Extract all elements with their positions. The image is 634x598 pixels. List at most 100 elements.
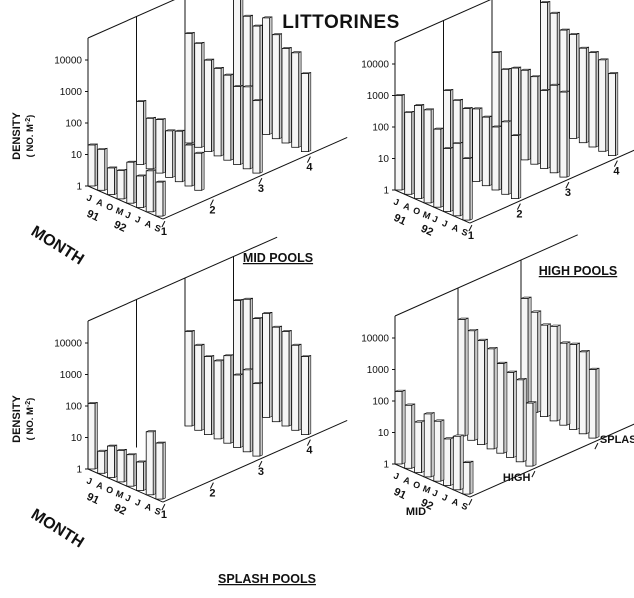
month-tick-label: A (144, 218, 154, 230)
year-label-91: 91 (85, 208, 101, 224)
bar (145, 170, 154, 213)
bar (242, 369, 251, 453)
bar (107, 167, 115, 196)
top-frame-line (87, 236, 278, 322)
bar (598, 59, 607, 152)
bar (433, 420, 442, 482)
bar (126, 161, 135, 204)
bar (496, 363, 505, 454)
month-tick-label: J (441, 492, 449, 503)
bar-side (450, 437, 454, 486)
bar (476, 340, 485, 445)
series-tick-label: SPLASH (600, 434, 634, 446)
series-axis-line (469, 423, 634, 498)
month-tick-label: O (412, 205, 422, 217)
month-tick-label: A (402, 201, 412, 213)
series-tick-label: HIGH (503, 472, 531, 484)
y-tick-label: 100 (65, 119, 82, 130)
bar (462, 462, 471, 495)
bar-side (532, 401, 537, 467)
month-tick-label: A (402, 475, 412, 487)
bar (291, 52, 300, 148)
month-axis-line (394, 463, 471, 498)
y-tick-label: 1000 (367, 365, 390, 376)
series-axis-line (162, 136, 348, 220)
bar (588, 369, 597, 439)
y-tick-label: 100 (372, 397, 389, 408)
year-label-92: 92 (112, 502, 128, 518)
bar (271, 34, 280, 140)
bar-side (547, 323, 551, 418)
bar (155, 119, 164, 174)
series-tick-label: 1 (161, 226, 167, 238)
bar (559, 91, 568, 178)
bar (530, 311, 539, 413)
bar (223, 74, 232, 161)
month-tick-label: J (392, 470, 400, 481)
y-tick-label: 1 (383, 186, 389, 197)
bar-side (566, 341, 571, 426)
bar (404, 404, 413, 469)
y-tick-label: 100 (372, 123, 389, 134)
y-tick-label: 1 (76, 182, 82, 193)
bar-side (411, 403, 416, 469)
unit-sup: -2 (25, 401, 32, 407)
bar (520, 69, 529, 161)
bar (145, 117, 154, 170)
series-tick-label: 4 (613, 166, 620, 178)
month-axis-label: MONTH (28, 506, 87, 551)
bar-side (421, 420, 425, 474)
y-tick-label: 10 (71, 433, 83, 444)
series-tick (258, 460, 263, 468)
bar (184, 331, 193, 427)
bar (452, 435, 461, 491)
bar (404, 111, 413, 195)
bar-side (484, 338, 488, 446)
bar (443, 148, 451, 212)
month-tick-label: A (95, 480, 105, 492)
bar (300, 356, 309, 435)
bar (443, 438, 451, 486)
month-tick-label: J (441, 218, 449, 229)
bar (481, 116, 490, 187)
y-tick-label: 1000 (60, 370, 83, 381)
bar-side (401, 389, 406, 465)
unit-close: ) (25, 115, 36, 118)
bar (569, 344, 577, 430)
series-tick (531, 470, 536, 478)
bar (467, 330, 476, 441)
series-tick-label: 1 (468, 230, 474, 242)
bar (97, 450, 106, 474)
year-label-92: 92 (112, 219, 128, 235)
series-tick-label: 3 (258, 466, 264, 478)
bar (457, 319, 466, 437)
month-tick-label: J (431, 214, 439, 225)
month-tick-label: M (114, 488, 124, 500)
y-axis-label: DENSITY (11, 395, 23, 443)
bar (233, 86, 241, 165)
month-tick-label: J (124, 210, 132, 221)
bar (252, 100, 261, 174)
bar (515, 379, 524, 463)
month-tick-label: J (431, 488, 439, 499)
bar (184, 144, 193, 187)
bar (578, 351, 587, 435)
bar (174, 130, 183, 183)
top-frame-line (87, 0, 175, 39)
series-tick-label: 3 (565, 187, 571, 199)
bar (107, 445, 115, 479)
bar (136, 461, 144, 491)
series-tick-label: 2 (516, 209, 522, 221)
bar (525, 402, 534, 467)
bar (423, 109, 432, 204)
top-frame-line (394, 234, 578, 317)
series-tick (468, 224, 473, 232)
month-tick-label: A (451, 222, 461, 234)
bar (203, 59, 212, 152)
year-label-92: 92 (419, 223, 435, 239)
series-tick-label: 3 (258, 183, 264, 195)
bar (116, 170, 125, 200)
month-tick-label: M (421, 209, 431, 221)
month-tick-label: O (105, 201, 115, 213)
